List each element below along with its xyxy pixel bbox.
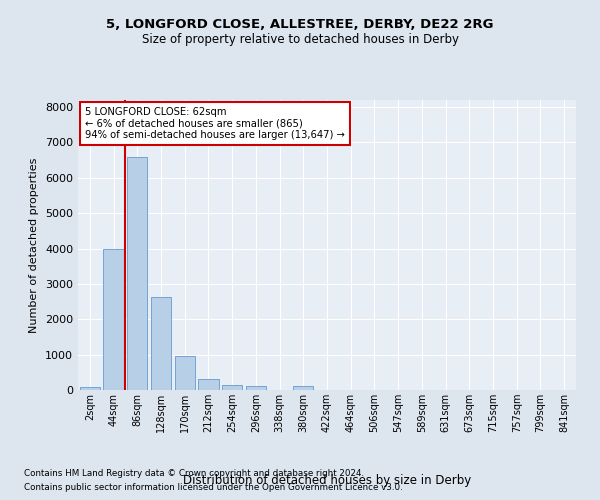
Text: Contains public sector information licensed under the Open Government Licence v3: Contains public sector information licen… <box>24 484 403 492</box>
Bar <box>199 378 218 390</box>
Bar <box>293 386 313 390</box>
Y-axis label: Number of detached properties: Number of detached properties <box>29 158 40 332</box>
Text: 5, LONGFORD CLOSE, ALLESTREE, DERBY, DE22 2RG: 5, LONGFORD CLOSE, ALLESTREE, DERBY, DE2… <box>106 18 494 30</box>
Bar <box>151 298 171 390</box>
Text: 5 LONGFORD CLOSE: 62sqm
← 6% of detached houses are smaller (865)
94% of semi-de: 5 LONGFORD CLOSE: 62sqm ← 6% of detached… <box>85 108 346 140</box>
Bar <box>127 156 148 390</box>
Bar <box>246 386 266 390</box>
Bar <box>103 248 124 390</box>
Bar <box>80 387 100 390</box>
X-axis label: Distribution of detached houses by size in Derby: Distribution of detached houses by size … <box>183 474 471 487</box>
Bar <box>222 385 242 390</box>
Text: Size of property relative to detached houses in Derby: Size of property relative to detached ho… <box>142 32 458 46</box>
Text: Contains HM Land Registry data © Crown copyright and database right 2024.: Contains HM Land Registry data © Crown c… <box>24 468 364 477</box>
Bar <box>175 356 195 390</box>
